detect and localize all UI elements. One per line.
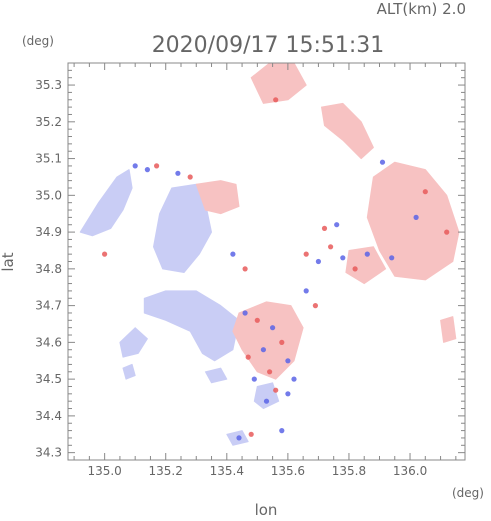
echo-speckle-strong_positive: [187, 174, 193, 180]
echo-speckle-strong_negative: [315, 258, 321, 265]
echo-region-positive: [195, 180, 240, 215]
x-tick-label: 135.2: [149, 464, 183, 478]
y-tick-label: 34.8: [35, 262, 62, 276]
y-axis-label: lat: [0, 252, 17, 271]
echo-speckle-strong_positive: [303, 251, 309, 257]
echo-region-positive: [321, 102, 374, 160]
echo-speckle-strong_positive: [422, 189, 428, 195]
echo-speckle-strong_positive: [328, 244, 334, 250]
echo-region-negative: [143, 290, 240, 362]
y-tick-label: 34.6: [35, 335, 62, 349]
echo-speckle-strong_negative: [132, 163, 138, 169]
axis-ticks: 135.0 135.2 135.4 135.6 135.8 136.0 34.3 34.4 34…: [35, 62, 465, 478]
echo-region-positive: [366, 161, 460, 281]
echo-speckle-strong_positive: [273, 97, 279, 103]
y-tick-label: 34.5: [35, 372, 62, 386]
echo-region-negative: [153, 183, 212, 273]
y-tick-label: 35.3: [35, 78, 62, 92]
echo-speckle-strong_positive: [352, 266, 358, 272]
echo-speckle-strong_positive: [242, 266, 248, 272]
echo-speckle-strong_positive: [245, 354, 251, 360]
echo-speckle-strong_negative: [340, 255, 346, 261]
x-tick-label: 135.6: [271, 464, 305, 478]
echo-speckle-strong_negative: [413, 214, 419, 220]
echo-speckle-strong_positive: [154, 163, 160, 169]
y-tick-label: 35.0: [35, 188, 62, 202]
echo-speckle-strong_negative: [144, 167, 150, 173]
echo-speckle-strong_negative: [389, 255, 395, 261]
echo-speckle-strong_positive: [102, 251, 108, 257]
echo-speckle-strong_negative: [291, 376, 297, 382]
y-tick-label: 35.1: [35, 152, 62, 166]
echo-speckle-strong_negative: [260, 347, 266, 353]
echo-speckle-strong_negative: [334, 222, 340, 228]
echo-speckle-strong_positive: [248, 431, 254, 437]
echo-speckle-strong_positive: [267, 369, 273, 375]
echo-speckle-strong_negative: [270, 325, 276, 331]
altitude-label: ALT(km) 2.0: [377, 0, 466, 18]
echo-speckle-strong_negative: [279, 428, 285, 434]
echo-speckle-strong_positive: [279, 339, 285, 345]
echo-speckle-strong_positive: [254, 317, 260, 323]
echo-speckle-strong_negative: [242, 310, 248, 316]
echo-speckle-strong_positive: [444, 229, 450, 235]
echo-speckle-strong_positive: [312, 303, 318, 309]
echo-speckle-strong_negative: [285, 391, 291, 397]
chart-title: 2020/09/17 15:51:31: [152, 33, 385, 58]
y-tick-label: 34.4: [35, 409, 62, 423]
y-tick-label: 34.3: [35, 446, 62, 460]
echo-speckle-strong_negative: [230, 251, 236, 257]
x-tick-label: 135.4: [210, 464, 244, 478]
data-speckles: [102, 97, 450, 441]
echo-region-negative: [122, 363, 136, 380]
echo-speckle-strong_negative: [236, 435, 242, 441]
echo-speckle-strong_negative: [251, 376, 257, 382]
echo-speckle-strong_negative: [364, 251, 370, 257]
echo-region-positive: [250, 62, 307, 104]
x-axis-label: lon: [255, 501, 278, 519]
x-tick-label: 135.8: [332, 464, 366, 478]
y-unit-label: (deg): [22, 34, 54, 48]
echo-region-negative: [253, 382, 280, 409]
echo-region-positive: [345, 246, 387, 285]
y-tick-label: 35.2: [35, 115, 62, 129]
echo-speckle-strong_negative: [175, 170, 181, 176]
echo-speckle-strong_negative: [263, 398, 270, 404]
data-regions: [79, 62, 460, 446]
x-tick-label: 136.0: [393, 464, 427, 478]
y-tick-label: 34.7: [35, 299, 62, 313]
echo-region-positive: [440, 316, 457, 343]
echo-speckle-strong_positive: [321, 225, 328, 231]
x-unit-label: (deg): [452, 486, 484, 500]
echo-speckle-strong_negative: [379, 159, 386, 165]
y-tick-label: 34.9: [35, 225, 62, 239]
echo-region-negative: [79, 169, 133, 237]
x-tick-label: 135.0: [87, 464, 121, 478]
echo-speckle-strong_negative: [285, 358, 291, 364]
echo-region-negative: [204, 367, 228, 384]
echo-region-negative: [119, 327, 148, 358]
echo-speckle-strong_negative: [303, 288, 309, 294]
echo-speckle-strong_positive: [273, 387, 279, 393]
